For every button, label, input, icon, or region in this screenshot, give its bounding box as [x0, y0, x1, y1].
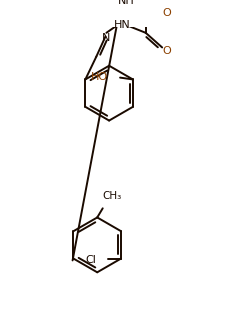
Text: NH: NH: [118, 0, 135, 6]
Text: HO: HO: [91, 72, 108, 82]
Text: CH₃: CH₃: [102, 191, 121, 201]
Text: O: O: [162, 8, 171, 18]
Text: HN: HN: [113, 20, 130, 30]
Text: N: N: [102, 33, 111, 43]
Text: Cl: Cl: [85, 254, 96, 265]
Text: O: O: [162, 46, 171, 56]
